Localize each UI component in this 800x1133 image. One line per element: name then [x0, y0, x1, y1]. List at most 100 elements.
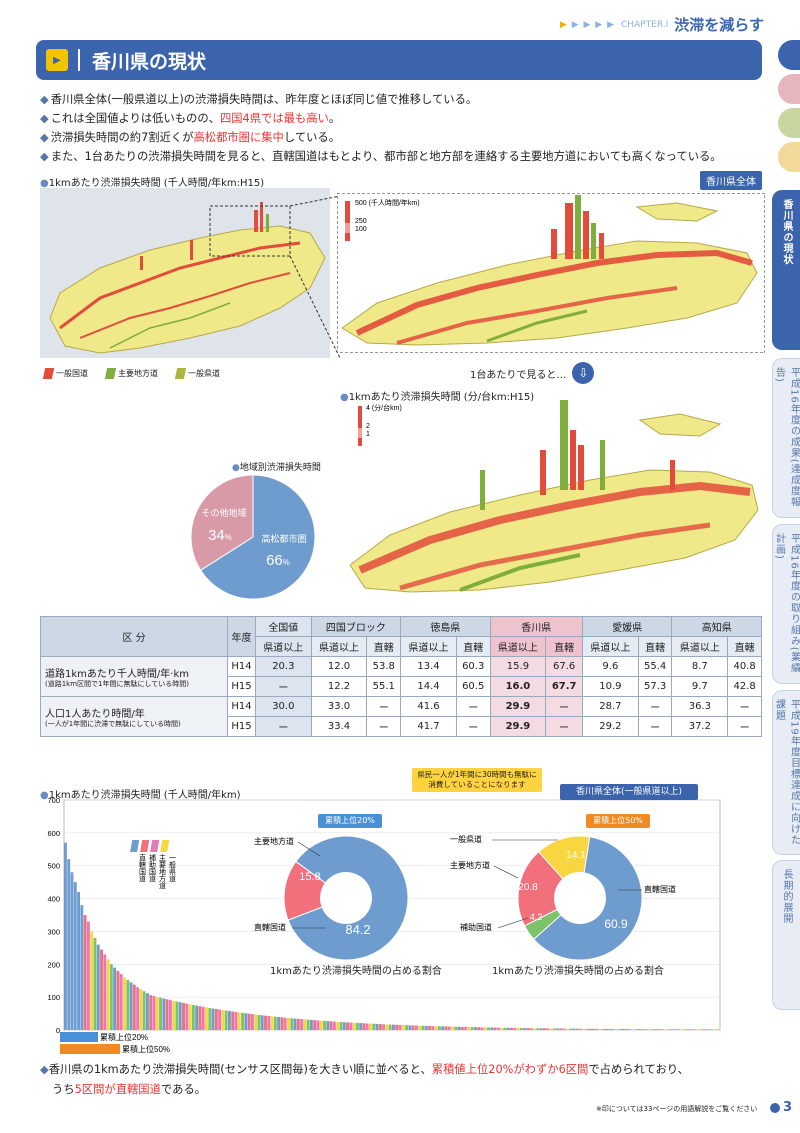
chapter-label: CHAPTER.Ⅰ	[621, 19, 669, 30]
chart-bar	[293, 1018, 297, 1030]
cell: ー	[366, 696, 402, 717]
chart-bar	[697, 1029, 700, 1030]
bullet-item: ◆ 渋滞損失時間の約7割近くが高松都市圏に集中している。	[40, 131, 341, 144]
chart-bar	[362, 1023, 366, 1030]
chart-bar	[270, 1016, 274, 1030]
bullet-item: ◆ これは全国値よりは低いものの、四国4県では最も高い。	[40, 112, 341, 125]
chart-bar	[470, 1027, 474, 1030]
chart-bar	[205, 1007, 208, 1030]
chart-bar	[460, 1026, 464, 1030]
chart-bar	[146, 993, 149, 1030]
table-callout: 県民一人が1年間に30時間も無駄に消費していることになります	[412, 768, 542, 792]
chart-bar	[342, 1022, 346, 1030]
cell: 12.2	[310, 676, 368, 697]
chart-bar	[378, 1024, 382, 1030]
kagawa-zoom-map: 500 (千人時間/年km) 250 100	[337, 193, 765, 353]
cell: ー	[455, 696, 491, 717]
chart-bar	[123, 977, 126, 1030]
donut2-pct-direct: 60.9	[604, 917, 628, 931]
chart-bar	[464, 1026, 468, 1030]
tab-plans[interactable]: 平成16年度の取り組み(業績計画)	[772, 524, 800, 684]
chart-bar	[267, 1016, 271, 1030]
chart-bar	[250, 1014, 254, 1030]
y-tick-label: 300	[47, 927, 60, 936]
tab-current-status[interactable]: 香川県の現状	[772, 190, 800, 350]
chart-bar	[621, 1029, 625, 1030]
tab-long-term[interactable]: 長期的展開	[772, 860, 800, 1010]
cell: 41.6	[400, 696, 457, 717]
chart-bar	[487, 1027, 490, 1030]
chart-bar	[67, 859, 71, 1030]
page-number: 3	[770, 1100, 792, 1115]
col-group-kochi: 高知県	[671, 616, 762, 637]
donut1-caption: 1kmあたり渋滞損失時間の占める割合	[270, 966, 442, 977]
shikoku-overview-map	[40, 188, 330, 358]
y-tick-label: 100	[47, 993, 60, 1002]
sub-col: 県道以上	[400, 636, 457, 657]
chart-bar	[241, 1012, 244, 1030]
chart-bar	[500, 1027, 504, 1030]
sub-col: 県道以上	[310, 636, 368, 657]
sub-col: 県道以上	[671, 636, 729, 657]
chart-bar	[319, 1020, 323, 1030]
chart-bar	[523, 1028, 527, 1030]
congestion-table: 区 分 年度 全国値 四国ブロック 徳島県 香川県 愛媛県 高知県 県道以上 県…	[40, 616, 762, 737]
donut1-pct-direct: 84.2	[345, 922, 370, 937]
tab-label: 香川県の現状	[781, 199, 792, 265]
chart-bar	[444, 1026, 448, 1030]
pie1-slice	[199, 474, 316, 600]
row-label-per-km: 道路1kmあたり千人時間/年·km (道路1km区間で1年間に無駄にしている時間)	[40, 656, 228, 697]
sub-col: 直轄	[727, 636, 762, 657]
cell: 30.0	[254, 696, 312, 717]
chart-bar	[280, 1017, 284, 1030]
overall-tag: 香川県全体(一般県道以上)	[560, 784, 698, 800]
cell: 15.9	[489, 656, 547, 677]
chart-bar	[90, 931, 94, 1030]
chart-bar	[624, 1029, 628, 1030]
chart-bar	[310, 1019, 313, 1030]
cell: ー	[366, 716, 402, 737]
chart-bar	[411, 1025, 415, 1030]
chart-bar	[152, 996, 156, 1030]
chart-bar	[519, 1028, 523, 1030]
map1-scale-100: 100	[355, 226, 367, 233]
cell: 60.3	[455, 656, 491, 677]
donut2-label-subsidy: 補助国道	[460, 922, 492, 932]
table-subheader-row: 県道以上 県道以上 直轄 県道以上 直轄 県道以上 直轄 県道以上 直轄 県道以…	[41, 636, 762, 657]
chart-bar	[382, 1024, 386, 1030]
chart-bar	[542, 1028, 546, 1030]
sub-col: 直轄	[366, 636, 402, 657]
cell: ー	[254, 716, 312, 737]
tab-issues[interactable]: 平成19年度目標達成に向けた課題	[772, 690, 800, 855]
chart-bar	[208, 1007, 212, 1030]
chart-bar	[595, 1028, 599, 1030]
chart-bar	[119, 974, 123, 1030]
map2-title: ●1kmあたり渋滞損失時間 (分/台km:H15)	[340, 392, 535, 403]
chart-bar	[506, 1027, 510, 1030]
chapter-header: ▶ ▶ ▶ ▶ ▶ CHAPTER.Ⅰ 渋滞を減らす	[560, 14, 764, 35]
legend-label-subsidy: 補助国道	[149, 853, 157, 883]
chart-bar	[323, 1020, 326, 1030]
chart-bar	[260, 1015, 264, 1030]
y-tick-label: 700	[47, 796, 60, 805]
chart-bar	[562, 1028, 566, 1030]
chart-bar	[316, 1020, 320, 1030]
chart-bar	[408, 1025, 412, 1030]
side-dot-green	[778, 108, 800, 138]
chart-bar	[221, 1010, 225, 1030]
chart-bar	[264, 1015, 267, 1030]
tab-results[interactable]: 平成16年度の成果(達成度報告)	[772, 358, 800, 518]
chart-bar	[201, 1006, 205, 1030]
chart-bar	[628, 1029, 632, 1030]
cell: 9.7	[671, 676, 729, 697]
pie1-slice	[190, 474, 254, 571]
legend-swatch-main	[150, 840, 160, 852]
chart-bar	[188, 1004, 192, 1030]
bottom-text: ◆香川県の1kmあたり渋滞損失時間(センサス区間毎)を大きい順に並べると、累積値…	[40, 1060, 689, 1100]
chart-bar	[191, 1004, 195, 1030]
chart-bar	[83, 915, 87, 1030]
chart-bar	[565, 1028, 569, 1030]
chart-bar	[687, 1029, 691, 1030]
y-tick-label: 400	[47, 895, 60, 904]
chart-bar	[706, 1029, 710, 1030]
